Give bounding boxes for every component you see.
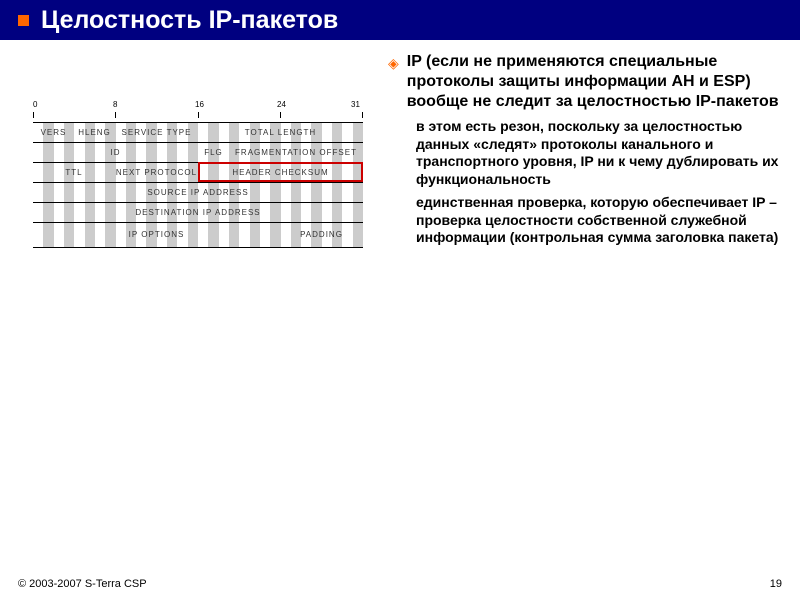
header-row-5: DESTINATION IP ADDRESS: [33, 202, 363, 222]
field-ttl: TTL: [33, 162, 115, 182]
bitlabel-16: 16: [195, 100, 204, 109]
main-paragraph: IP (если не применяются специальные прот…: [407, 52, 782, 112]
diagram-panel: 0 8 16 24 31: [18, 52, 378, 557]
bitlabel-24: 24: [277, 100, 286, 109]
header-row-4: SOURCE IP ADDRESS: [33, 182, 363, 202]
text-panel: ◈ IP (если не применяются специальные пр…: [378, 52, 782, 557]
page-number: 19: [770, 578, 782, 590]
tick-row: [33, 112, 363, 120]
field-src: SOURCE IP ADDRESS: [33, 182, 363, 202]
field-id: ID: [33, 142, 198, 162]
sub-paragraph-1: в этом есть резон, поскольку за целостно…: [416, 118, 782, 188]
bitlabel-8: 8: [113, 100, 117, 109]
slide-title: Целостность IP-пакетов: [41, 6, 338, 35]
header-bullet-icon: [18, 15, 29, 26]
ip-header-diagram: 0 8 16 24 31: [18, 92, 368, 262]
header-row-2: ID FLG FRAGMENTATION OFFSET: [33, 142, 363, 162]
bitlabel-31: 31: [351, 100, 360, 109]
field-flg: FLG: [198, 142, 229, 162]
field-options: IP OPTIONS: [33, 222, 280, 247]
field-padding: PADDING: [280, 222, 363, 247]
main-bullet: ◈ IP (если не применяются специальные пр…: [388, 52, 782, 112]
field-frag: FRAGMENTATION OFFSET: [229, 142, 363, 162]
slide-content: 0 8 16 24 31: [0, 40, 800, 557]
field-service: SERVICE TYPE: [115, 122, 198, 142]
header-row-3: TTL NEXT PROTOCOL HEADER CHECKSUM: [33, 162, 363, 182]
field-checksum: HEADER CHECKSUM: [198, 162, 363, 182]
bullet-icon: ◈: [388, 55, 399, 72]
field-dst: DESTINATION IP ADDRESS: [33, 202, 363, 222]
sub-paragraph-2: единственная проверка, которую обеспечив…: [416, 194, 782, 247]
bit-labels: 0 8 16 24 31: [33, 100, 363, 112]
field-total: TOTAL LENGTH: [198, 122, 363, 142]
header-row-6: IP OPTIONS PADDING: [33, 222, 363, 247]
header-row-1: VERS HLENG SERVICE TYPE TOTAL LENGTH: [33, 122, 363, 142]
copyright-text: © 2003-2007 S-Terra CSP: [18, 578, 147, 590]
field-vers: VERS: [33, 122, 74, 142]
slide-header: Целостность IP-пакетов: [0, 0, 800, 40]
slide-footer: © 2003-2007 S-Terra CSP 19: [18, 578, 782, 590]
hline: [33, 247, 363, 248]
bitlabel-0: 0: [33, 100, 37, 109]
field-next: NEXT PROTOCOL: [115, 162, 198, 182]
field-hleng: HLENG: [74, 122, 115, 142]
